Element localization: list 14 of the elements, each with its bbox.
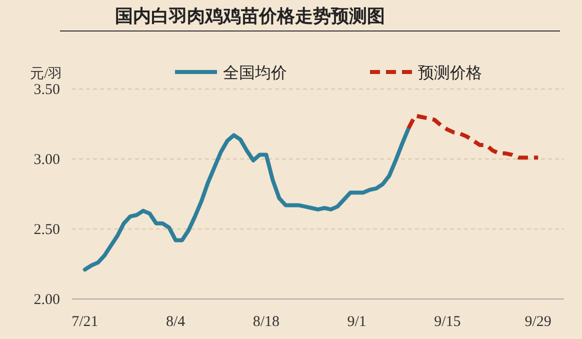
y-tick-label: 2.50 xyxy=(34,222,60,238)
x-tick-label: 8/4 xyxy=(166,314,186,330)
y-axis-title: 元/羽 xyxy=(30,67,62,82)
title: 国内白羽肉鸡鸡苗价格走势预测图 xyxy=(115,6,385,26)
x-tick-label: 9/29 xyxy=(524,314,552,330)
x-tick-label: 9/15 xyxy=(434,314,461,330)
x-tick-label: 7/21 xyxy=(72,314,98,330)
y-tick-label: 3.00 xyxy=(34,152,60,168)
legend-label: 预测价格 xyxy=(418,65,482,82)
x-tick-label: 8/18 xyxy=(252,314,280,330)
x-tick-label: 9/1 xyxy=(347,314,366,330)
y-tick-label: 2.00 xyxy=(34,292,60,308)
y-tick-label: 3.50 xyxy=(34,82,60,98)
legend-label: 全国均价 xyxy=(223,65,287,82)
